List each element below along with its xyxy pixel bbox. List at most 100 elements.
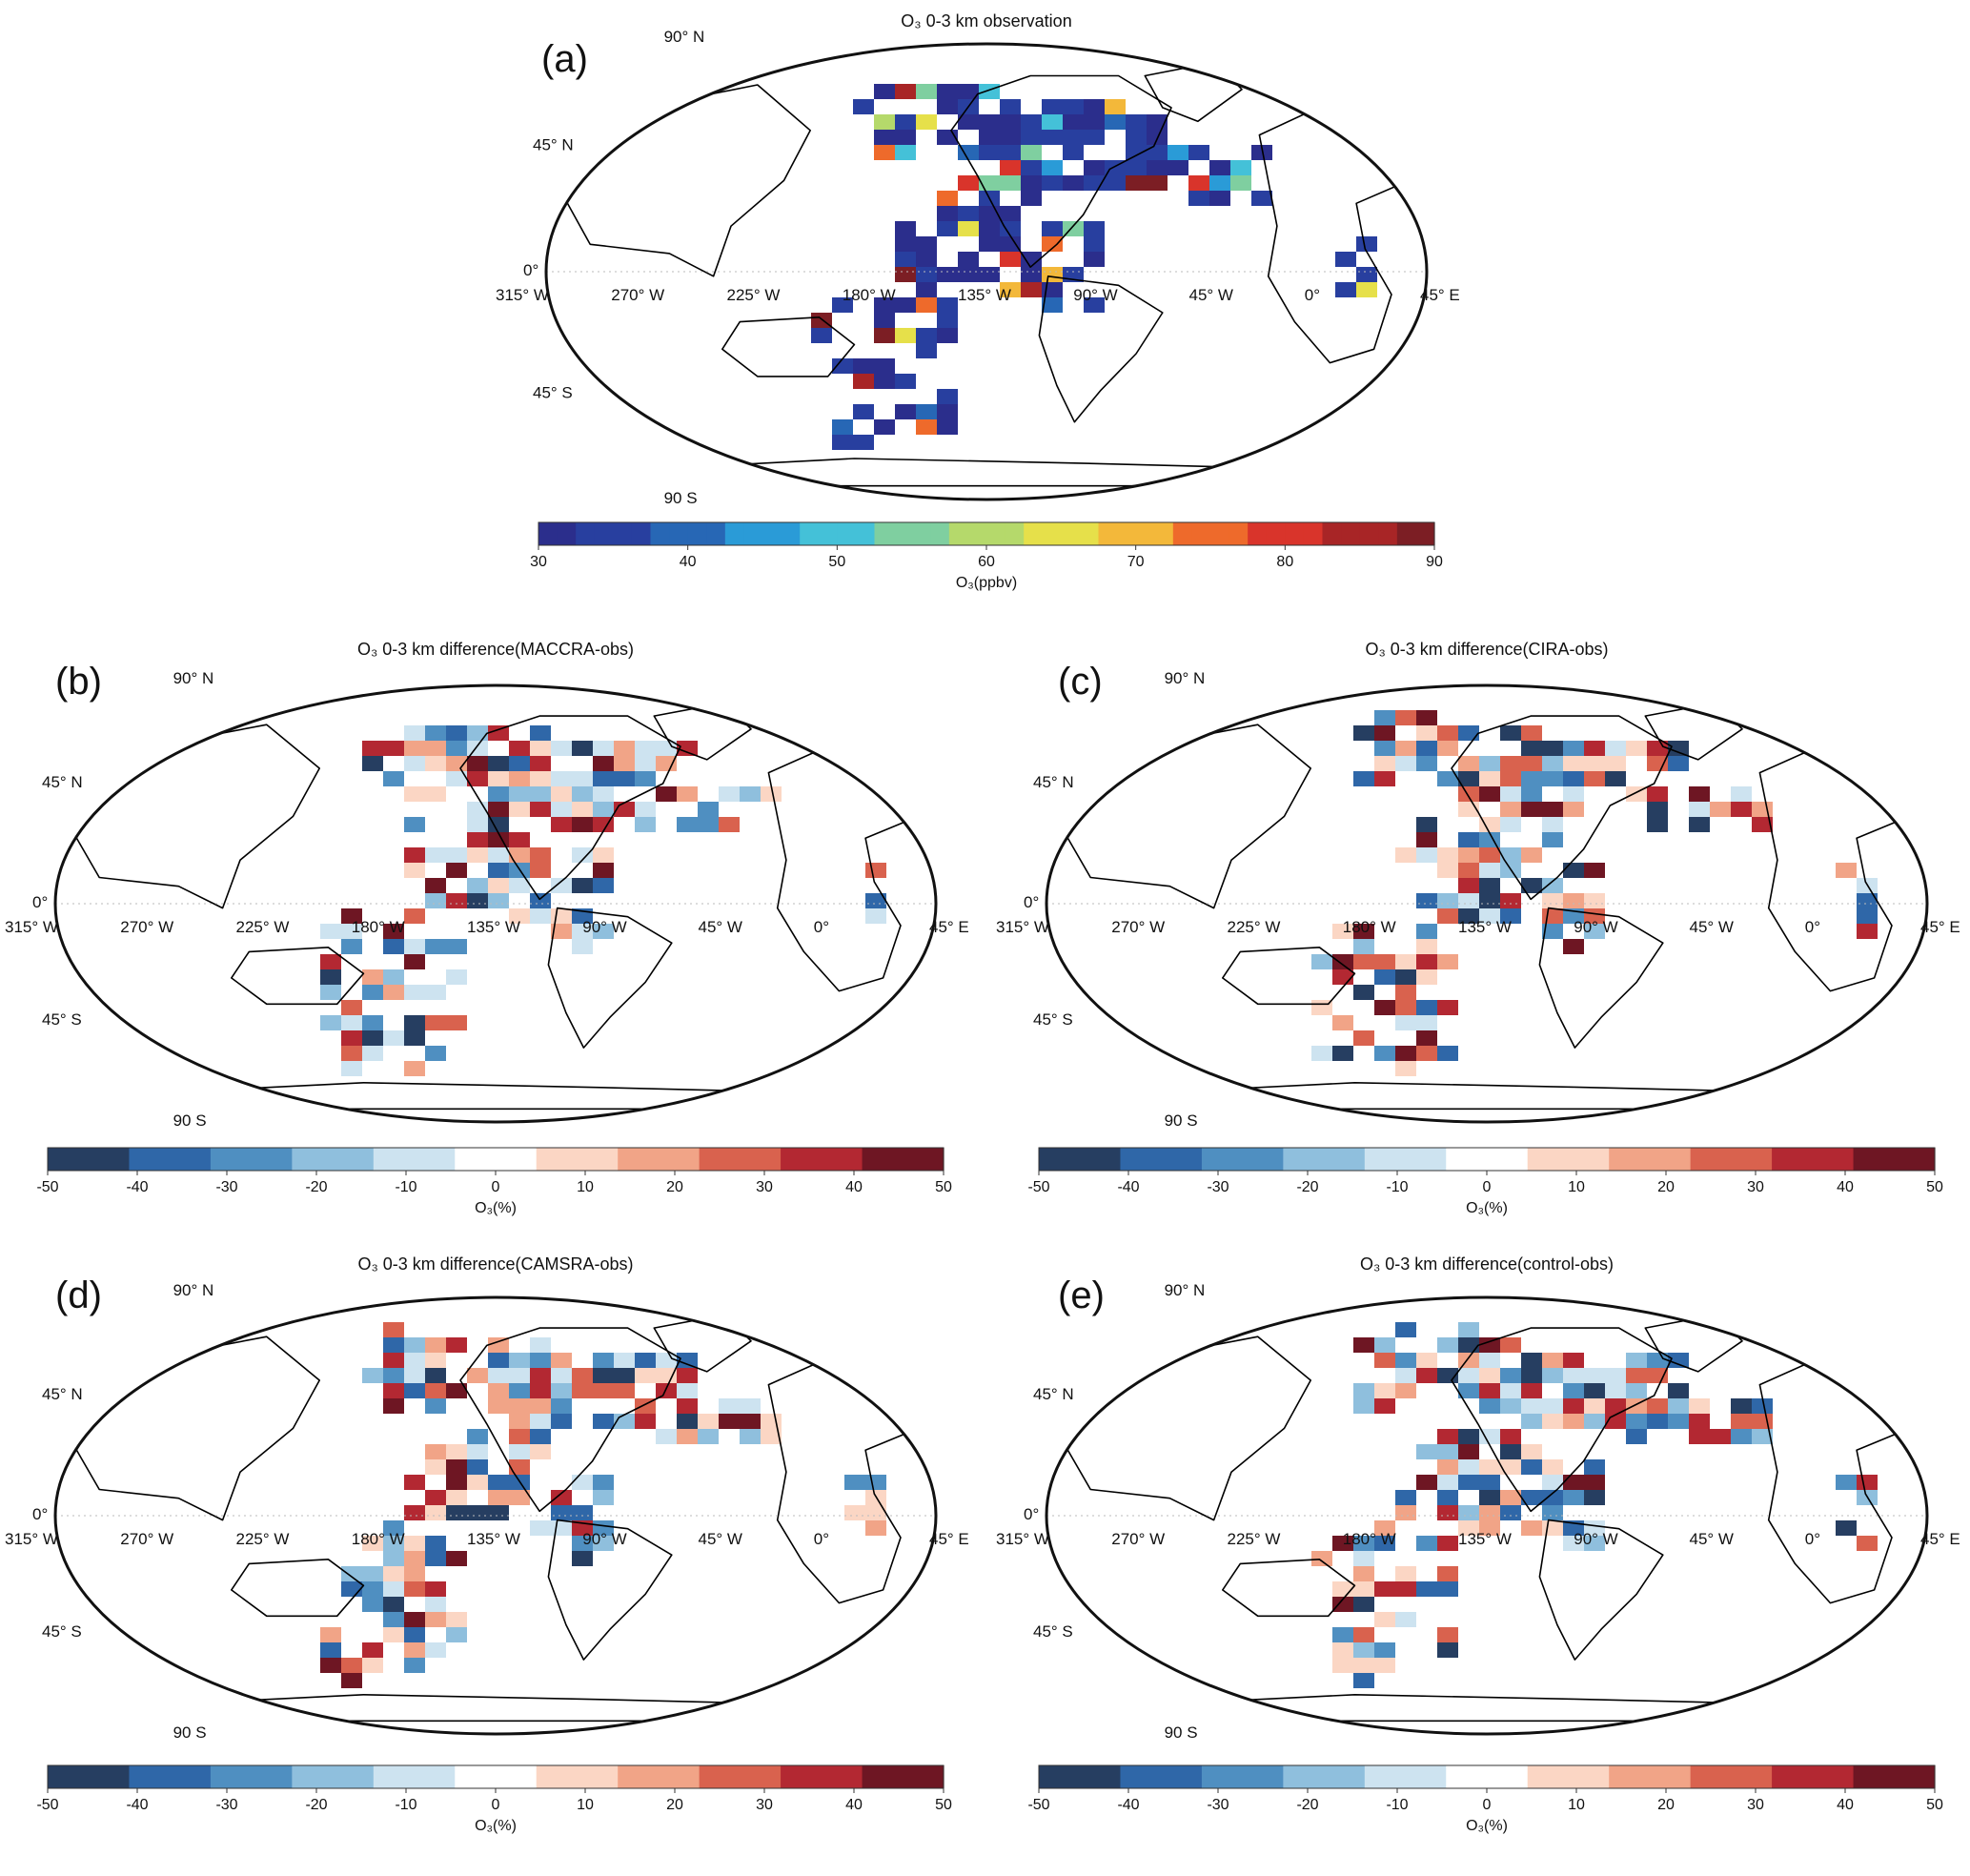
coastline <box>459 1327 681 1513</box>
grid-cell <box>719 817 740 832</box>
grid-cell <box>874 313 895 328</box>
colorbar-tick-label: 20 <box>1657 1797 1675 1813</box>
lat-label: 90 S <box>173 1723 207 1742</box>
grid-cell <box>425 756 446 771</box>
colorbar-tick-label: 10 <box>1568 1179 1585 1195</box>
grid-cell <box>1437 1444 1458 1459</box>
grid-cell <box>530 786 551 802</box>
grid-cell <box>488 1368 509 1383</box>
grid-cell <box>1042 297 1063 313</box>
lon-label: 270° W <box>120 918 173 936</box>
grid-cell <box>1584 1536 1605 1551</box>
colorbar-label: O₃(%) <box>1466 1200 1508 1216</box>
grid-cell <box>446 1505 467 1520</box>
grid-cell <box>1500 817 1521 832</box>
grid-cell <box>446 863 467 878</box>
grid-cell <box>425 1383 446 1398</box>
colorbar-tick-label: -10 <box>395 1179 416 1195</box>
grid-cell <box>404 985 425 1000</box>
panel-letter: (b) <box>55 661 102 703</box>
grid-cell <box>635 1353 656 1368</box>
grid-cell <box>572 878 593 893</box>
grid-cell <box>1479 1520 1500 1536</box>
grid-cell <box>1356 267 1377 282</box>
grid-cell <box>362 1015 383 1030</box>
grid-cell <box>509 756 530 771</box>
grid-cell <box>1458 786 1479 802</box>
grid-cell <box>404 1015 425 1030</box>
lat-label: 90 S <box>664 489 698 507</box>
grid-cell <box>1437 1566 1458 1581</box>
map-frame <box>544 42 1429 501</box>
grid-cell <box>530 741 551 756</box>
grid-cell <box>1353 1642 1374 1658</box>
grid-cell <box>1731 786 1752 802</box>
grid-cell <box>1374 1520 1395 1536</box>
grid-cell <box>1147 160 1168 175</box>
lon-label: 270° W <box>1111 1530 1165 1548</box>
grid-cell <box>467 741 488 756</box>
grid-cell <box>1563 1353 1584 1368</box>
grid-cell <box>1563 771 1584 786</box>
grid-cell <box>1479 1490 1500 1505</box>
grid-cell <box>404 1368 425 1383</box>
grid-cell <box>404 847 425 863</box>
grid-cell <box>874 297 895 313</box>
grid-cell <box>362 1046 383 1061</box>
lon-label: 45° W <box>699 1530 742 1548</box>
grid-cell <box>1542 1368 1563 1383</box>
lon-label: 135° W <box>467 918 520 936</box>
grid-cell <box>656 1368 677 1383</box>
grid-cell <box>635 1414 656 1429</box>
colorbar-tick-label: -50 <box>1027 1797 1049 1813</box>
grid-cell <box>677 1368 698 1383</box>
grid-cell <box>362 1581 383 1597</box>
lat-label: 0° <box>523 261 538 279</box>
grid-cell <box>853 99 874 114</box>
grid-cell <box>1731 1398 1752 1414</box>
grid-cell <box>1563 863 1584 878</box>
grid-cell <box>362 1536 383 1551</box>
grid-cell <box>425 1337 446 1353</box>
grid-cell <box>1542 1398 1563 1414</box>
grid-cell <box>874 84 895 99</box>
grid-cell <box>551 786 572 802</box>
grid-cell <box>1105 114 1126 130</box>
grid-cell <box>362 985 383 1000</box>
grid-cell <box>425 1490 446 1505</box>
grid-cell <box>874 419 895 435</box>
colorbar-tick-label: -40 <box>126 1797 148 1813</box>
grid-cell <box>1311 1046 1332 1061</box>
grid-cell <box>488 1337 509 1353</box>
grid-cell <box>341 1015 362 1030</box>
grid-cell <box>1147 130 1168 145</box>
grid-cell <box>383 969 404 985</box>
grid-cell <box>1332 1658 1353 1673</box>
grid-cell <box>958 267 979 282</box>
lon-label: 315° W <box>5 1530 58 1548</box>
grid-cell <box>1542 817 1563 832</box>
coastline <box>721 316 856 377</box>
grid-cell <box>1084 221 1105 236</box>
grid-cell <box>446 893 467 908</box>
grid-cell <box>446 939 467 954</box>
grid-cell <box>916 252 937 267</box>
grid-cell <box>1168 145 1188 160</box>
colorbar-tick-label: 40 <box>845 1179 863 1195</box>
grid-cell <box>1479 1398 1500 1414</box>
coastline <box>1222 946 1356 1006</box>
grid-cell <box>1000 99 1021 114</box>
grid-cell <box>1021 175 1042 191</box>
grid-cell <box>1395 1612 1416 1627</box>
grid-cell <box>446 1383 467 1398</box>
grid-cell <box>572 1475 593 1490</box>
grid-cell <box>958 206 979 221</box>
grid-cell <box>530 1353 551 1368</box>
grid-cell <box>446 1490 467 1505</box>
grid-cell <box>844 1475 865 1490</box>
lon-label: 90° W <box>1574 918 1617 936</box>
grid-cell <box>1042 114 1063 130</box>
colorbar-tick-label: -50 <box>36 1797 58 1813</box>
grid-cell <box>1521 771 1542 786</box>
grid-cell <box>1416 924 1437 939</box>
